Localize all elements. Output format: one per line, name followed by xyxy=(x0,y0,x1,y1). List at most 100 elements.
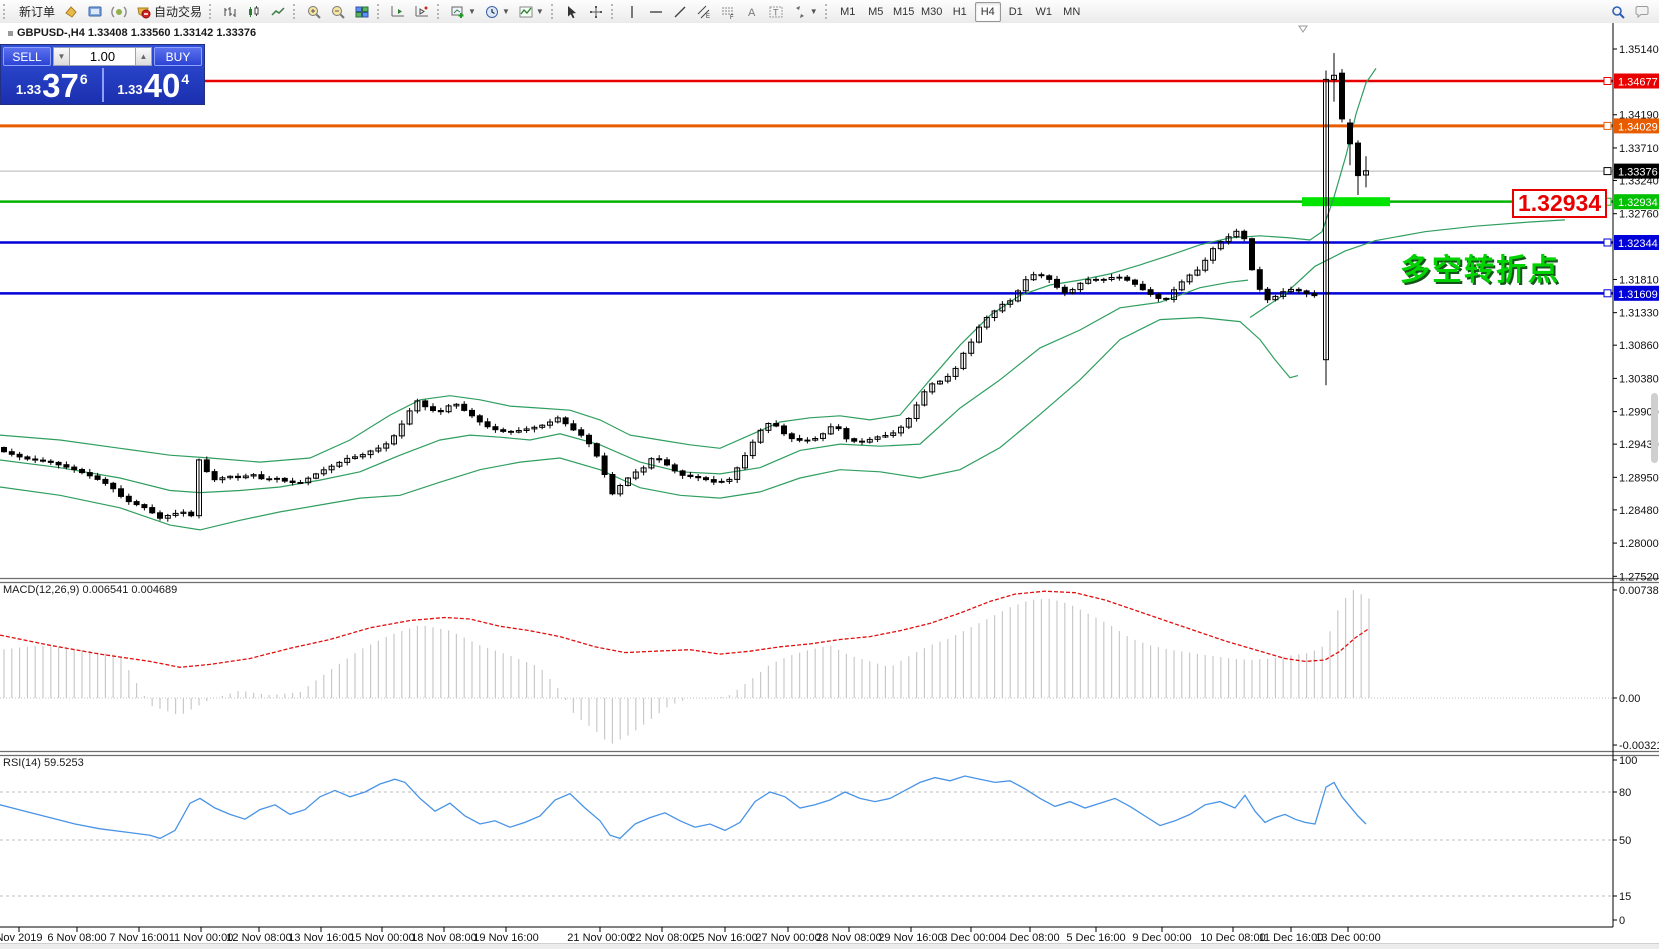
price-chart[interactable]: 1.351401.341901.337101.332401.327601.318… xyxy=(0,23,1659,949)
sell-button[interactable]: SELL xyxy=(3,47,51,66)
svg-text:25 Nov 16:00: 25 Nov 16:00 xyxy=(692,932,757,944)
volume-increase-button[interactable]: ▲ xyxy=(135,47,152,66)
autotrade-label: 自动交易 xyxy=(154,5,203,19)
chat-icon[interactable] xyxy=(1631,2,1653,21)
tab-timeframe-h1[interactable]: H1 xyxy=(952,5,967,18)
buy-price[interactable]: 1.33 40 4 xyxy=(104,67,204,103)
chevron-down-icon: ▼ xyxy=(468,7,476,16)
price-level-flag[interactable]: 1.32934 xyxy=(1512,189,1608,218)
volume-input[interactable] xyxy=(70,47,135,66)
svg-text:21 Nov 00:00: 21 Nov 00:00 xyxy=(567,932,632,944)
svg-text:5 Dec 16:00: 5 Dec 16:00 xyxy=(1066,932,1125,944)
zoom-out-icon[interactable] xyxy=(327,2,349,21)
new-chart-button[interactable]: ▼ xyxy=(447,2,479,21)
svg-text:F: F xyxy=(730,15,734,20)
svg-text:0.00: 0.00 xyxy=(1619,693,1640,705)
toolbar-grip[interactable] xyxy=(293,4,298,19)
svg-text:1.33710: 1.33710 xyxy=(1619,143,1659,155)
trendline-icon[interactable] xyxy=(669,2,691,21)
svg-text:0.007384: 0.007384 xyxy=(1619,585,1659,597)
turning-point-annotation[interactable]: 多空转折点 xyxy=(1400,254,1560,287)
toolbar-grip[interactable] xyxy=(824,4,830,19)
tab-timeframe-m5[interactable]: M5 xyxy=(868,5,884,18)
svg-text:E: E xyxy=(706,14,710,20)
svg-text:-0.003215: -0.003215 xyxy=(1619,740,1659,752)
svg-text:7 Nov 16:00: 7 Nov 16:00 xyxy=(109,932,168,944)
buy-price-pips: 40 xyxy=(143,67,181,104)
svg-text:6 Nov 08:00: 6 Nov 08:00 xyxy=(47,932,106,944)
svg-text:9 Dec 00:00: 9 Dec 00:00 xyxy=(1132,932,1191,944)
sell-price-pipette: 6 xyxy=(79,71,88,87)
buy-price-pipette: 4 xyxy=(181,71,190,87)
svg-text:3 Dec 00:00: 3 Dec 00:00 xyxy=(941,932,1000,944)
svg-text:1.28000: 1.28000 xyxy=(1619,538,1659,550)
crosshair-icon[interactable] xyxy=(585,2,607,21)
tab-timeframe-m30[interactable]: M30 xyxy=(921,5,943,18)
svg-text:1.28480: 1.28480 xyxy=(1619,505,1659,517)
svg-text:1.31810: 1.31810 xyxy=(1619,274,1659,286)
indicators-button[interactable]: ▼ xyxy=(515,2,547,21)
svg-text:Nov 2019: Nov 2019 xyxy=(0,932,43,944)
autoscroll-icon[interactable] xyxy=(387,2,409,21)
tab-timeframe-m15[interactable]: M15 xyxy=(893,5,915,18)
signal-icon[interactable] xyxy=(108,2,130,21)
toolbar-grip[interactable] xyxy=(610,4,616,19)
text-label-icon[interactable]: T xyxy=(765,2,787,21)
toolbar-grip[interactable] xyxy=(3,4,8,19)
buy-button[interactable]: BUY xyxy=(154,47,202,66)
vertical-scrollbar[interactable] xyxy=(1651,393,1658,463)
horizontal-line-icon[interactable] xyxy=(645,2,667,21)
text-icon[interactable]: A xyxy=(741,2,763,21)
arrows-tool-button[interactable]: ▼ xyxy=(789,2,821,21)
new-order-button[interactable]: 新订单 xyxy=(13,2,58,21)
gold-icon[interactable] xyxy=(60,2,82,21)
chevron-down-icon: ▼ xyxy=(501,7,510,16)
new-order-label: 新订单 xyxy=(19,5,56,19)
svg-text:80: 80 xyxy=(1619,787,1631,799)
svg-text:1.31609: 1.31609 xyxy=(1618,289,1658,301)
svg-text:19 Nov 16:00: 19 Nov 16:00 xyxy=(473,932,538,944)
svg-text:0: 0 xyxy=(1619,915,1625,927)
tab-timeframe-w1[interactable]: W1 xyxy=(1035,5,1052,18)
svg-text:13 Nov 16:00: 13 Nov 16:00 xyxy=(288,932,353,944)
svg-text:11 Nov 00:00: 11 Nov 00:00 xyxy=(169,932,234,944)
svg-text:100: 100 xyxy=(1619,755,1637,767)
toolbar-grip[interactable] xyxy=(209,4,214,19)
autotrade-button[interactable]: 自动交易 xyxy=(132,2,205,21)
line-chart-icon[interactable] xyxy=(267,2,289,21)
svg-text:18 Nov 08:00: 18 Nov 08:00 xyxy=(411,932,476,944)
svg-text:1.29900: 1.29900 xyxy=(1619,407,1659,419)
cursor-icon[interactable] xyxy=(561,2,583,21)
svg-text:1.27520: 1.27520 xyxy=(1619,571,1659,583)
search-icon[interactable] xyxy=(1607,2,1629,21)
svg-text:1.34677: 1.34677 xyxy=(1618,77,1658,89)
vertical-line-icon[interactable] xyxy=(621,2,643,21)
profiles-clock-button[interactable]: ▼ xyxy=(481,2,513,21)
tab-timeframe-d1[interactable]: D1 xyxy=(1008,5,1023,18)
tile-windows-icon[interactable] xyxy=(351,2,373,21)
equidistant-channel-icon[interactable]: E xyxy=(693,2,715,21)
toolbar-grip[interactable] xyxy=(550,4,556,19)
sell-price-pips: 37 xyxy=(42,67,79,104)
terminal-icon[interactable] xyxy=(84,2,106,21)
tab-timeframe-m1[interactable]: M1 xyxy=(840,5,856,18)
zoom-in-icon[interactable] xyxy=(303,2,325,21)
svg-text:1.32760: 1.32760 xyxy=(1619,209,1659,221)
toolbar-grip[interactable] xyxy=(377,4,382,19)
chart-shift-icon[interactable] xyxy=(411,2,433,21)
svg-text:15: 15 xyxy=(1619,891,1631,903)
candle-chart-icon[interactable] xyxy=(243,2,265,21)
sell-price[interactable]: 1.33 37 6 xyxy=(2,67,102,103)
svg-text:T: T xyxy=(773,7,779,17)
fibonacci-icon[interactable]: F xyxy=(717,2,739,21)
tab-timeframe-h4[interactable]: H4 xyxy=(974,1,1001,22)
sell-price-prefix: 1.33 xyxy=(15,82,42,97)
svg-text:50: 50 xyxy=(1619,835,1631,847)
symbol-marker-icon xyxy=(8,30,13,36)
volume-decrease-button[interactable]: ▼ xyxy=(53,47,70,66)
bar-chart-icon[interactable] xyxy=(219,2,241,21)
svg-text:1.30380: 1.30380 xyxy=(1619,373,1659,385)
toolbar-grip[interactable] xyxy=(437,4,442,19)
tab-timeframe-mn[interactable]: MN xyxy=(1063,5,1081,18)
svg-text:15 Nov 00:00: 15 Nov 00:00 xyxy=(349,932,414,944)
